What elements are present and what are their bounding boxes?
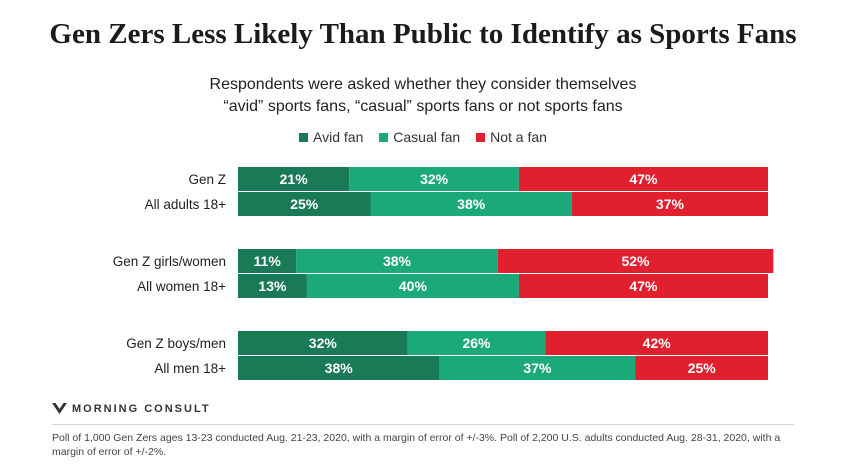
data-label-avid-gen-z-girls-women: 11% [254, 253, 282, 269]
legend-label-casual: Casual fan [393, 129, 461, 145]
category-label-gen-z-boys-men: Gen Z boys/men [126, 336, 226, 351]
data-label-casual-gen-z-boys-men: 26% [462, 335, 491, 351]
bar-avid-all-women-18 [238, 274, 307, 298]
data-label-not-gen-z-girls-women: 52% [621, 253, 650, 269]
legend-label-not: Not a fan [490, 129, 547, 145]
bar-casual-all-women-18 [306, 274, 519, 298]
legend-swatch-avid [299, 133, 309, 142]
stacked-bar-chart: Gen Z 21% 32% 47% All adults 18+ 25% 38% 37% Gen… [113, 167, 774, 380]
legend-swatch-not [476, 133, 486, 142]
bar-not-gen-z [518, 167, 768, 191]
data-label-casual-all-adults-18: 38% [457, 196, 486, 212]
subtitle-line-2: “avid” sports fans, “casual” sports fans… [223, 98, 623, 115]
bar-casual-gen-z [349, 167, 519, 191]
chart-subtitle: Respondents were asked whether they cons… [0, 74, 846, 118]
chart-legend: Avid fan Casual fan Not a fan [0, 129, 846, 145]
data-label-avid-all-women-18: 13% [258, 278, 287, 294]
data-label-avid-all-men-18: 38% [325, 360, 354, 376]
data-label-not-all-women-18: 47% [629, 278, 658, 294]
category-label-gen-z: Gen Z [188, 172, 226, 187]
category-label-all-women-18: All women 18+ [137, 279, 226, 294]
data-label-casual-gen-z-girls-women: 38% [383, 253, 412, 269]
data-label-not-gen-z: 47% [629, 171, 658, 187]
brand-logo: MORNING CONSULT [52, 403, 211, 415]
bar-not-all-adults-18 [571, 192, 768, 216]
bar-avid-gen-z-girls-women [238, 249, 297, 273]
data-label-avid-gen-z-boys-men: 32% [309, 335, 338, 351]
category-label-gen-z-girls-women: Gen Z girls/women [113, 254, 226, 269]
subtitle-line-1: Respondents were asked whether they cons… [209, 76, 637, 93]
data-label-not-all-adults-18: 37% [656, 196, 685, 212]
bar-casual-all-men-18 [439, 356, 636, 380]
data-label-casual-all-men-18: 37% [523, 360, 552, 376]
chart-title: Gen Zers Less Likely Than Public to Iden… [49, 18, 797, 50]
data-label-avid-gen-z: 21% [280, 171, 309, 187]
bar-not-gen-z-boys-men [545, 331, 768, 355]
bar-not-all-women-18 [518, 274, 768, 298]
bar-casual-gen-z-boys-men [407, 331, 546, 355]
category-label-all-men-18: All men 18+ [154, 361, 226, 376]
data-label-not-all-men-18: 25% [688, 360, 717, 376]
bar-avid-all-adults-18 [238, 192, 371, 216]
footer-divider [52, 424, 794, 425]
bar-avid-gen-z-boys-men [238, 331, 408, 355]
bar-avid-gen-z [238, 167, 350, 191]
bar-casual-gen-z-girls-women [296, 249, 498, 273]
footnote: Poll of 1,000 Gen Zers ages 13-23 conduc… [52, 432, 781, 458]
data-label-not-gen-z-boys-men: 42% [643, 335, 672, 351]
legend-label-avid: Avid fan [313, 129, 364, 145]
legend-swatch-casual [379, 133, 389, 142]
legend-item-casual: Casual fan [379, 129, 460, 145]
data-label-avid-all-adults-18: 25% [290, 196, 319, 212]
category-label-all-adults-18: All adults 18+ [145, 197, 227, 212]
legend-item-not: Not a fan [476, 129, 547, 145]
legend-item-avid: Avid fan [299, 129, 363, 145]
data-label-casual-all-women-18: 40% [399, 278, 428, 294]
bar-avid-all-men-18 [238, 356, 440, 380]
brand-mark-icon [52, 403, 67, 414]
bar-casual-all-adults-18 [370, 192, 572, 216]
bar-not-gen-z-girls-women [497, 249, 774, 273]
brand-name: MORNING CONSULT [72, 403, 211, 415]
data-label-casual-gen-z: 32% [420, 171, 449, 187]
bar-not-all-men-18 [635, 356, 768, 380]
